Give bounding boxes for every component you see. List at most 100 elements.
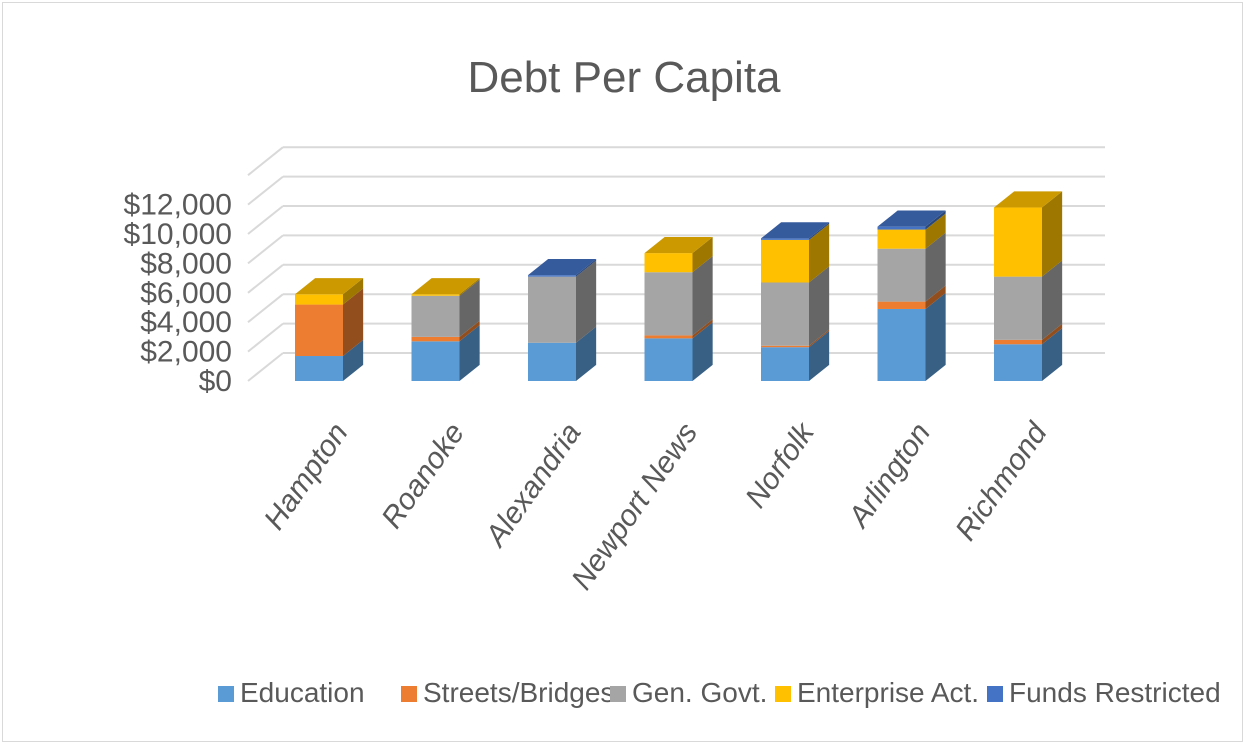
bar-segment-side bbox=[576, 326, 597, 381]
bar-segment bbox=[411, 294, 460, 296]
bar-segment-side bbox=[809, 329, 830, 348]
legend-swatch bbox=[610, 686, 626, 702]
legend-label: Enterprise Act. bbox=[797, 677, 979, 708]
chart-title: Debt Per Capita bbox=[467, 53, 781, 102]
gridline-side bbox=[247, 322, 284, 353]
bar-segment bbox=[644, 338, 693, 381]
legend-swatch bbox=[775, 686, 791, 702]
bar-segment-side bbox=[1042, 260, 1063, 340]
bar-segment bbox=[994, 207, 1042, 277]
bar-segment bbox=[761, 282, 809, 346]
bar-top bbox=[295, 278, 364, 295]
gridline-side bbox=[247, 352, 284, 382]
bar-segment-side bbox=[809, 223, 830, 283]
y-tick-label: $0 bbox=[199, 365, 232, 398]
bar-segment bbox=[528, 342, 576, 381]
bar-top bbox=[411, 278, 480, 295]
bar-stack bbox=[295, 278, 364, 381]
bar-segment bbox=[877, 248, 926, 302]
bar-segment bbox=[994, 344, 1042, 381]
bar-segment bbox=[528, 276, 576, 343]
bar-segment-side bbox=[459, 279, 480, 337]
bar-stack bbox=[877, 210, 946, 381]
legend-label: Education bbox=[240, 677, 365, 708]
bar-segment bbox=[761, 345, 809, 348]
bar-top bbox=[994, 191, 1063, 208]
gridline-side bbox=[247, 234, 284, 265]
legend-label: Gen. Govt. bbox=[632, 677, 767, 708]
legend-label: Streets/Bridges bbox=[423, 677, 614, 708]
bar-segment bbox=[877, 226, 926, 230]
bar-segment bbox=[761, 347, 809, 381]
bar-segment bbox=[994, 339, 1042, 345]
bar-segment-side bbox=[809, 222, 830, 240]
bar-segment bbox=[295, 294, 343, 305]
bar-segment-side bbox=[809, 331, 830, 381]
bar-segment-side bbox=[925, 232, 946, 302]
bar-stacks bbox=[295, 191, 1063, 381]
bar-segment-side bbox=[809, 266, 830, 346]
legend-swatch bbox=[401, 686, 417, 702]
legend-item: Gen. Govt. bbox=[610, 677, 767, 708]
x-tick-label: Newport News bbox=[565, 417, 704, 596]
bar-segment bbox=[644, 335, 693, 339]
bar-segment-side bbox=[343, 288, 364, 357]
bar-segment-side bbox=[692, 256, 713, 336]
bar-segment-side bbox=[925, 213, 946, 249]
bar-segment-side bbox=[692, 322, 713, 381]
legend-swatch bbox=[987, 686, 1003, 702]
bar-segment-side bbox=[1042, 328, 1063, 381]
legend-label: Funds Restricted bbox=[1009, 677, 1221, 708]
legend-item: Education bbox=[218, 677, 365, 708]
bar-segment-side bbox=[692, 319, 713, 339]
y-tick-label: $8,000 bbox=[140, 247, 232, 280]
bar-top bbox=[877, 210, 946, 227]
bar-segment-side bbox=[459, 325, 480, 381]
bar-stack bbox=[644, 236, 713, 381]
legend-item: Streets/Bridges bbox=[401, 677, 614, 708]
bar-segment bbox=[295, 356, 343, 381]
bar-stack bbox=[761, 222, 830, 381]
bar-segment bbox=[411, 336, 460, 342]
bar-segment bbox=[994, 276, 1042, 340]
bar-segment-side bbox=[1042, 323, 1063, 345]
bar-stack bbox=[411, 278, 480, 381]
bar-segment bbox=[761, 238, 809, 240]
legend-item: Funds Restricted bbox=[987, 677, 1221, 708]
gridline-side bbox=[247, 175, 284, 206]
bar-segment bbox=[295, 304, 343, 357]
bar-segment bbox=[877, 229, 926, 249]
x-tick-label: Hampton bbox=[258, 417, 355, 536]
bar-segment bbox=[411, 341, 460, 381]
y-axis: $0$2,000$4,000$6,000$8,000$10,000$12,000 bbox=[124, 189, 232, 398]
gridline-side bbox=[247, 293, 284, 323]
bar-segment bbox=[877, 308, 926, 381]
bar-segment-side bbox=[459, 320, 480, 342]
bar-segment bbox=[644, 253, 693, 273]
bar-segment bbox=[877, 301, 926, 309]
bar-top bbox=[528, 259, 597, 276]
y-tick-label: $4,000 bbox=[140, 306, 232, 339]
x-tick-label: Richmond bbox=[949, 416, 1054, 547]
gridline-side bbox=[247, 205, 284, 235]
bar-top bbox=[644, 236, 713, 254]
bar-segment bbox=[644, 272, 693, 336]
y-tick-label: $10,000 bbox=[124, 218, 232, 251]
bar-segment-side bbox=[459, 278, 480, 296]
y-tick-label: $2,000 bbox=[140, 336, 232, 369]
bar-segment-side bbox=[925, 285, 946, 309]
bar-segment-side bbox=[1042, 191, 1063, 277]
legend-swatch bbox=[218, 686, 234, 702]
x-tick-label: Roanoke bbox=[375, 417, 471, 534]
legend-item: Enterprise Act. bbox=[775, 677, 979, 708]
bar-segment-side bbox=[925, 292, 946, 381]
x-tick-label: Norfolk bbox=[739, 415, 822, 513]
x-tick-label: Arlington bbox=[841, 417, 937, 535]
bar-segment bbox=[761, 239, 809, 283]
bar-segment bbox=[528, 275, 576, 277]
bar-stack bbox=[994, 191, 1063, 381]
bar-segment-side bbox=[576, 260, 597, 343]
gridline-side bbox=[247, 146, 284, 176]
